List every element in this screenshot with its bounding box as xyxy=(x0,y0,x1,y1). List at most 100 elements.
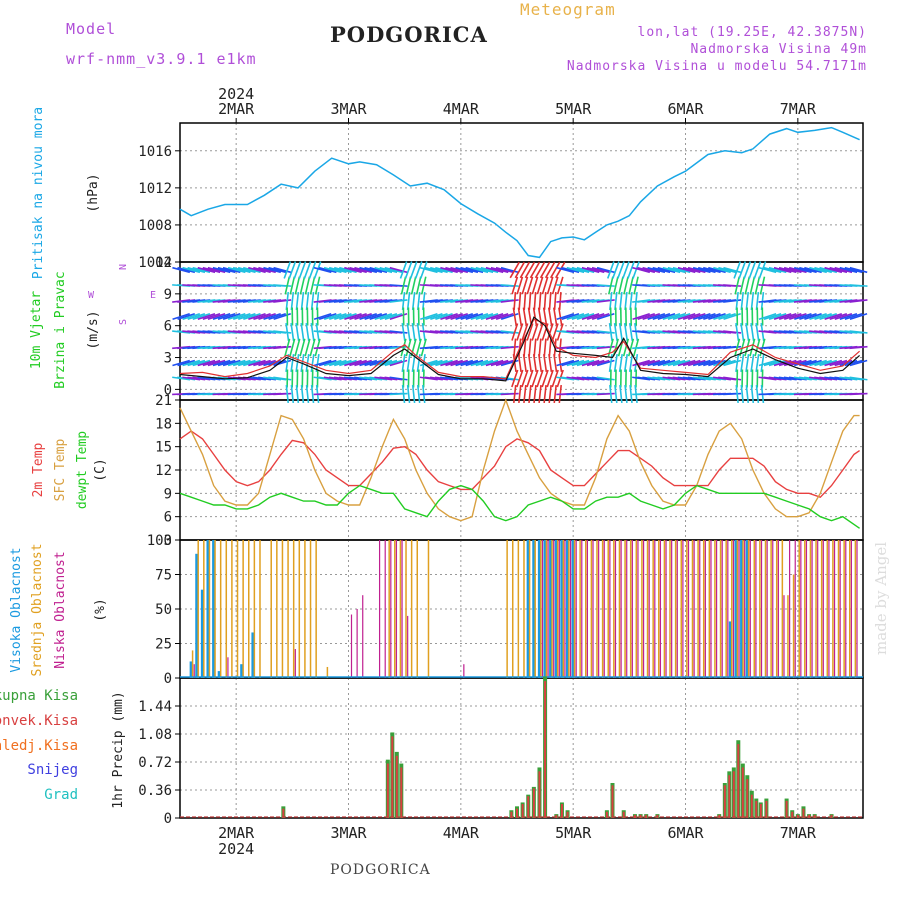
wind-arrow xyxy=(440,312,458,321)
wind-arrow xyxy=(735,291,739,311)
cloud-bar xyxy=(395,540,398,678)
wind-arrow xyxy=(374,266,393,274)
wind-arrow xyxy=(313,261,322,279)
wind-arrow xyxy=(192,312,211,321)
wind-arrow xyxy=(500,330,519,334)
wind-arrow xyxy=(804,266,822,274)
wind-arrow xyxy=(304,338,311,357)
wind-arrow xyxy=(212,359,231,367)
wind-arrow xyxy=(424,266,443,274)
wind-arrow xyxy=(844,266,863,274)
cloud-bar xyxy=(193,664,195,678)
wind-arrow xyxy=(591,312,610,321)
wind-ylabel-2: Brzina i Pravac xyxy=(53,271,68,388)
cloud-bar xyxy=(298,540,301,678)
cloud-bar xyxy=(783,595,785,678)
wind-arrow xyxy=(295,291,300,311)
bottom-day-label: 3MAR xyxy=(330,824,367,842)
wind-arrow xyxy=(389,376,408,381)
wind-arrow xyxy=(708,359,726,367)
wind-arrow xyxy=(687,312,706,321)
wind-arrow xyxy=(242,266,261,274)
compass-w: W xyxy=(88,290,95,301)
wind-arrow xyxy=(829,312,848,321)
precip-bar-convective xyxy=(521,804,524,818)
wind-arrow xyxy=(364,359,383,367)
y-tick-label: 25 xyxy=(155,637,172,653)
cloud-bar xyxy=(626,540,628,678)
precip-bar-convective xyxy=(532,788,535,818)
wind-arrow xyxy=(628,353,634,373)
wind-arrow xyxy=(543,338,547,357)
wind-arrow xyxy=(637,266,656,274)
wind-arrow xyxy=(522,353,527,373)
wind-arrow xyxy=(783,266,802,274)
cloud-bar xyxy=(560,540,564,678)
wind-arrow xyxy=(480,359,499,367)
wind-arrow xyxy=(389,284,408,287)
wind-arrow xyxy=(543,384,547,404)
cloud-bar xyxy=(708,540,711,678)
wind-arrow xyxy=(723,330,742,334)
wind-arrow xyxy=(682,312,701,321)
wind-arrow xyxy=(389,330,408,334)
wind-arrow xyxy=(369,359,388,367)
wind-arrow xyxy=(652,266,671,274)
wind-arrow xyxy=(768,359,787,367)
wind-arrow xyxy=(202,266,221,274)
wind-arrow xyxy=(591,359,610,367)
cloud-bar xyxy=(203,540,205,678)
wind-arrow xyxy=(612,261,620,279)
wind-arrow xyxy=(839,359,858,367)
wind-arrow xyxy=(222,312,241,321)
wind-arrow xyxy=(849,345,868,350)
wind-arrow xyxy=(455,359,474,367)
temp-unit: (C) xyxy=(93,458,108,481)
wind-arrow xyxy=(187,312,206,321)
wind-arrow xyxy=(733,261,742,279)
wind-arrow xyxy=(485,266,504,274)
cloud-bar xyxy=(654,540,656,678)
cloud-bar xyxy=(248,540,250,678)
wind-arrow xyxy=(614,384,618,404)
wind-arrow xyxy=(667,312,686,321)
cloud-bar xyxy=(646,540,649,678)
cloud-bar xyxy=(792,574,795,678)
cloud-bar xyxy=(315,540,317,678)
cloud-bar xyxy=(585,540,587,678)
cloud-bar xyxy=(581,540,583,678)
cloud-bar xyxy=(573,540,576,678)
wind-arrow xyxy=(401,291,406,311)
wind-arrow xyxy=(537,353,543,373)
wind-arrow xyxy=(430,266,448,274)
cloud-bar xyxy=(287,540,289,678)
y-tick-label: 50 xyxy=(155,602,172,618)
wind-arrow xyxy=(222,266,241,274)
cloud-bar xyxy=(214,540,216,678)
wind-arrow xyxy=(405,276,412,295)
cloud-bar xyxy=(236,540,239,678)
wind-arrow xyxy=(723,376,742,381)
cloud-bar xyxy=(603,540,605,678)
wind-arrow xyxy=(531,323,539,341)
wind-arrow xyxy=(753,261,762,279)
model-elevation-text: Nadmorska Visina u modelu 54.7171m xyxy=(566,59,867,74)
cloud-bar xyxy=(551,540,553,678)
wind-arrow xyxy=(192,359,211,367)
wind-arrow xyxy=(460,359,479,367)
wind-arrow xyxy=(401,384,406,404)
wind-arrow xyxy=(755,291,760,311)
wind-arrow xyxy=(739,276,746,295)
wind-arrow xyxy=(290,353,295,373)
wind-arrow xyxy=(632,261,640,279)
wind-arrow xyxy=(637,359,656,367)
wind-arrow xyxy=(238,312,256,321)
wind-arrow xyxy=(339,312,357,321)
wind-arrow xyxy=(718,312,736,321)
cloud-bar xyxy=(416,540,419,678)
cloud-bar xyxy=(800,540,802,678)
wind-arrow xyxy=(804,359,822,367)
wind-arrow xyxy=(548,384,552,404)
cloud-bar xyxy=(745,540,749,678)
wind-arrow xyxy=(308,261,317,279)
